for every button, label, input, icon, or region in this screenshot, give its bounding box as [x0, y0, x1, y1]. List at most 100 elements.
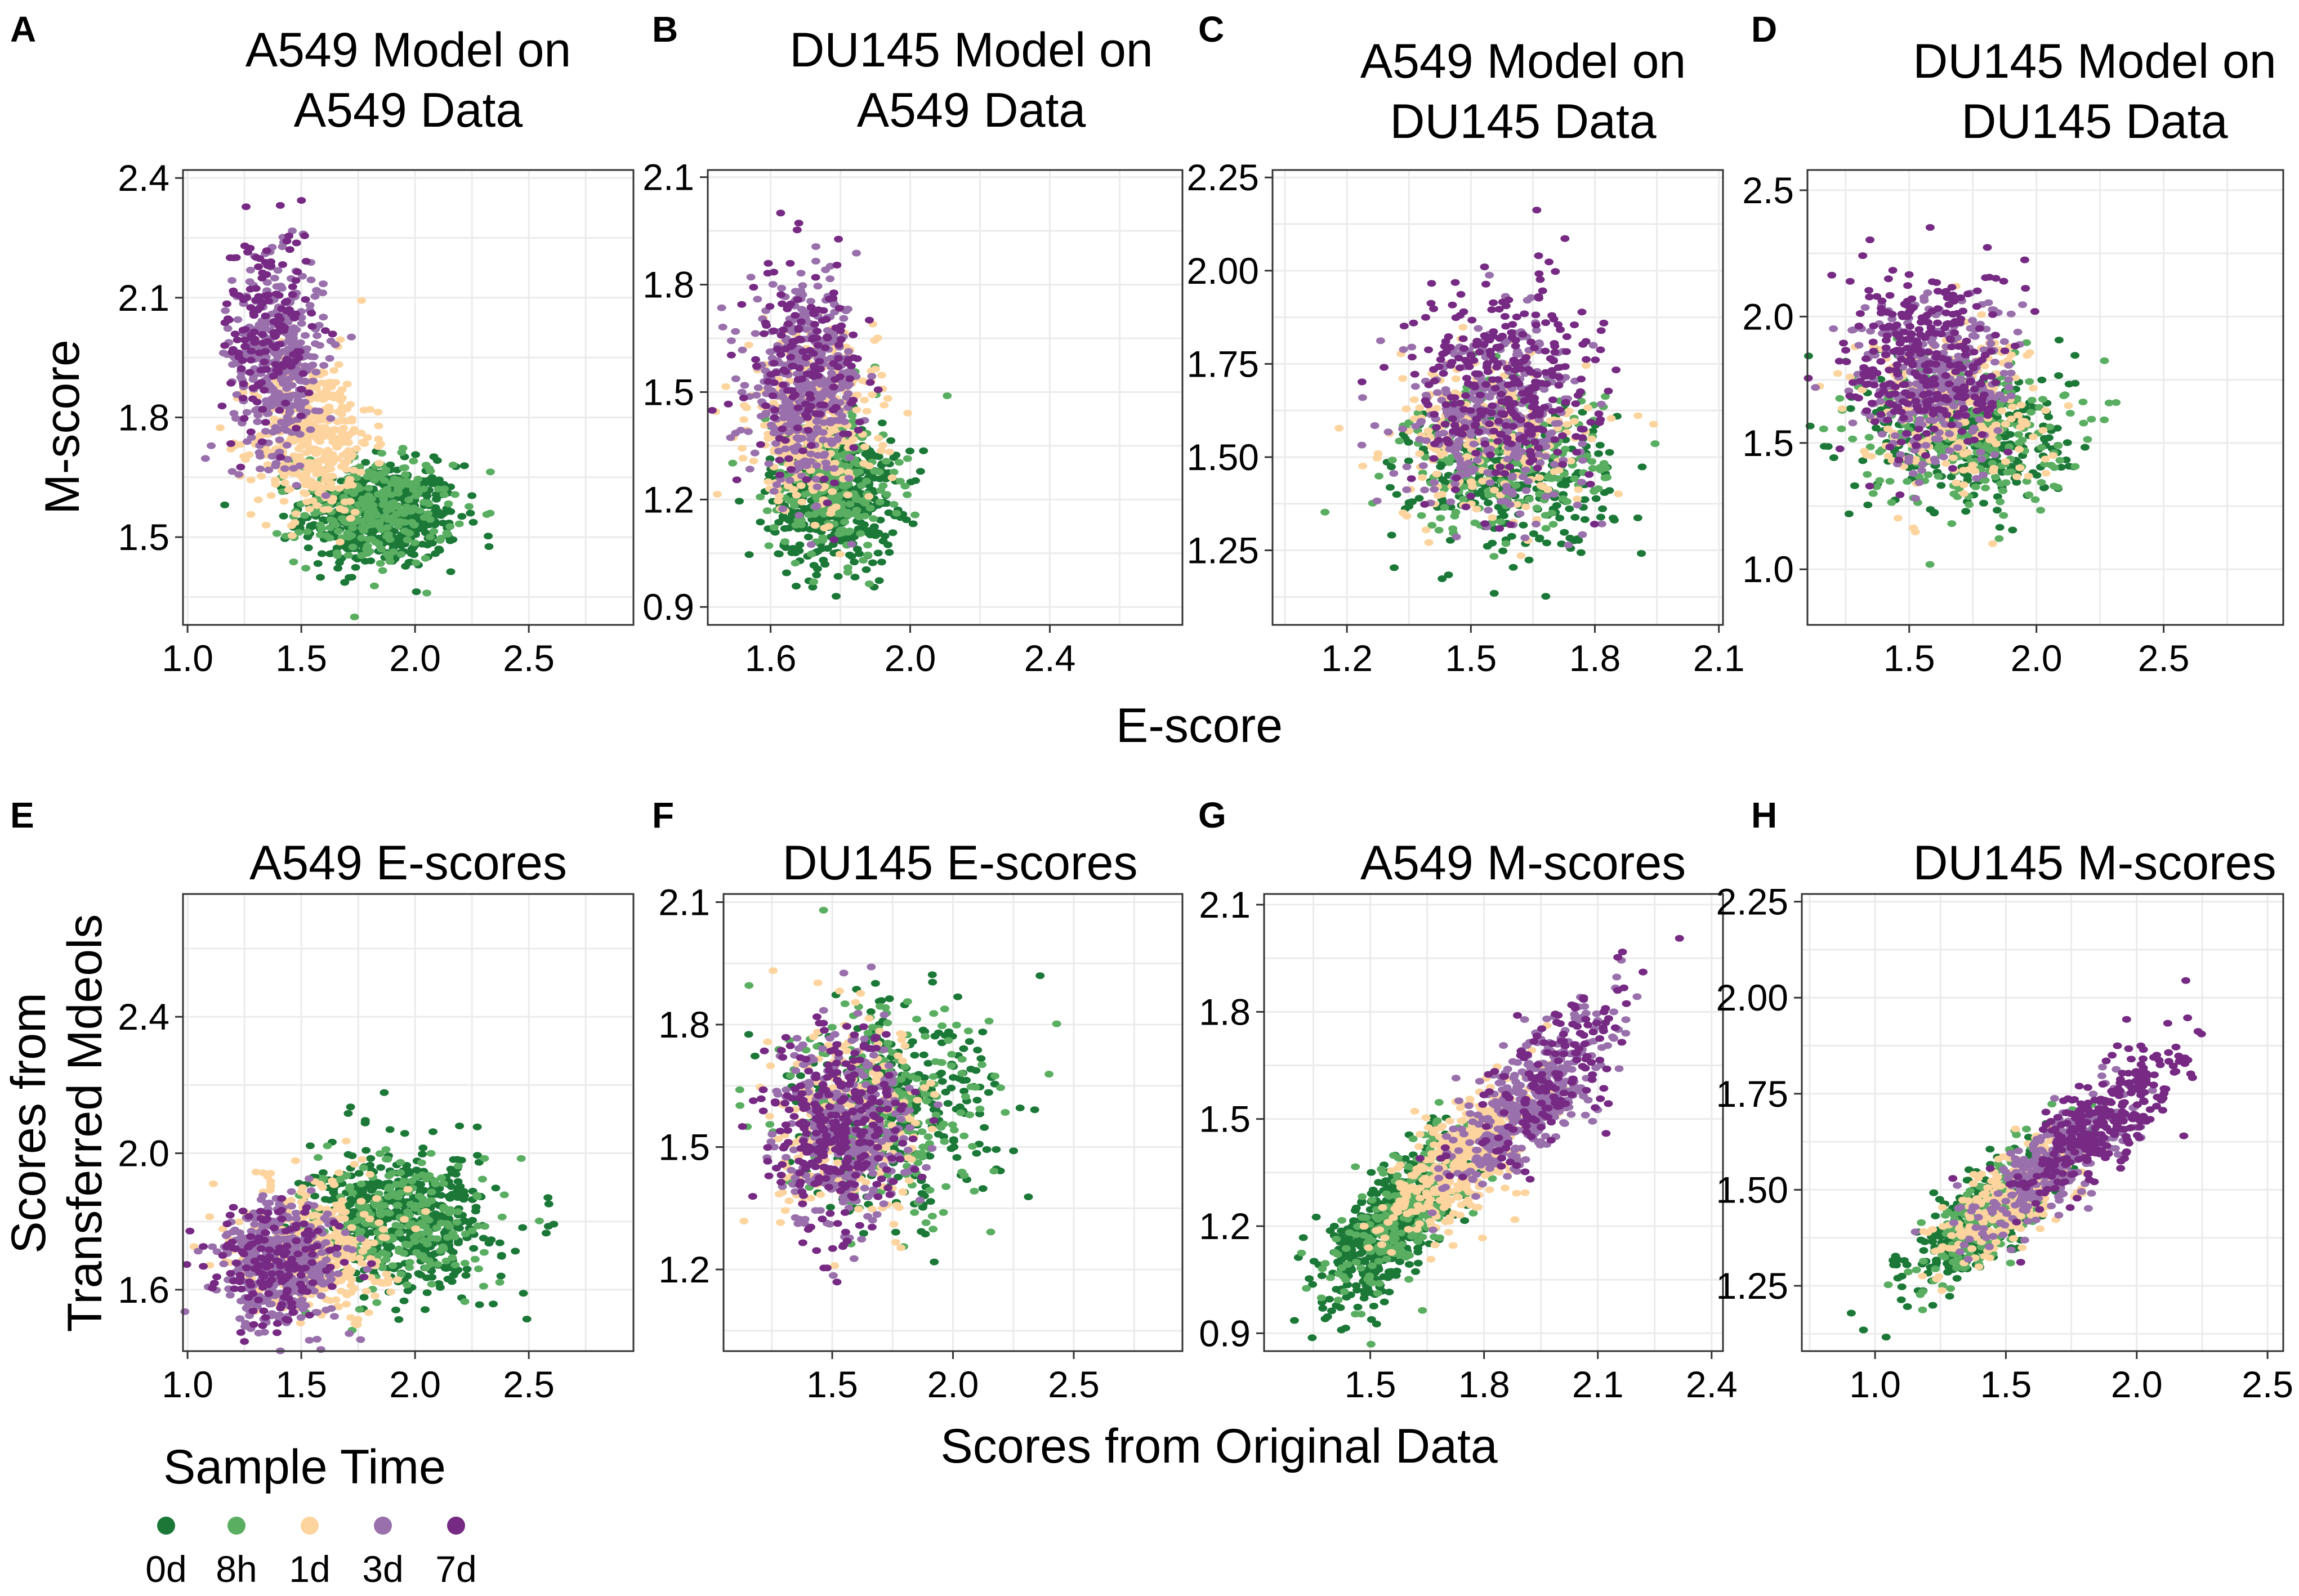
scatter-point-7d	[240, 242, 249, 249]
scatter-point-7d	[255, 349, 264, 356]
scatter-point-7d	[1586, 419, 1596, 426]
scatter-point-8h	[393, 486, 403, 494]
scatter-point-1d	[1633, 412, 1643, 419]
scatter-point-7d	[226, 379, 236, 387]
scatter-point-1d	[887, 474, 897, 481]
scatter-point-7d	[843, 430, 852, 437]
scatter-point-8h	[834, 530, 844, 538]
scatter-point-1d	[903, 409, 913, 417]
scatter-point-3d	[1443, 409, 1452, 416]
scatter-point-1d	[831, 503, 841, 511]
scatter-point-7d	[1456, 290, 1466, 298]
scatter-point-7d	[1454, 355, 1463, 361]
scatter-point-3d	[267, 401, 276, 409]
scatter-point-8h	[394, 479, 403, 486]
scatter-point-3d	[319, 314, 328, 321]
scatter-point-7d	[832, 261, 842, 269]
scatter-point-7d	[1525, 458, 1535, 466]
scatter-point-8h	[376, 473, 385, 481]
scatter-point-8h	[378, 567, 387, 574]
scatter-point-7d	[1512, 314, 1521, 320]
scatter-point-8h	[894, 459, 904, 466]
scatter-point-3d	[256, 453, 265, 460]
y-tick-label: 1.5	[118, 516, 169, 558]
scatter-point-3d	[1550, 461, 1559, 468]
scatter-point-0d	[883, 541, 892, 548]
scatter-point-7d	[240, 343, 250, 350]
scatter-point-1d	[342, 458, 352, 466]
scatter-point-7d	[1488, 333, 1498, 340]
scatter-point-8h	[465, 503, 474, 510]
x-tick-label: 1.5	[1445, 637, 1497, 679]
scatter-point-3d	[283, 455, 292, 463]
scatter-point-1d	[1649, 421, 1658, 428]
scatter-point-7d	[258, 406, 267, 413]
scatter-point-7d	[1432, 424, 1441, 431]
scatter-point-1d	[337, 463, 346, 470]
scatter-point-1d	[774, 497, 783, 504]
scatter-point-8h	[315, 531, 325, 539]
scatter-point-3d	[1372, 497, 1382, 504]
scatter-point-0d	[484, 543, 494, 550]
scatter-point-7d	[262, 247, 271, 254]
scatter-point-7d	[1488, 402, 1497, 409]
scatter-point-7d	[865, 316, 874, 324]
scatter-point-7d	[798, 447, 807, 454]
scatter-point-0d	[319, 516, 328, 523]
scatter-point-7d	[258, 331, 267, 338]
scatter-point-7d	[1554, 382, 1564, 389]
scatter-point-7d	[1489, 299, 1498, 306]
scatter-point-8h	[1541, 525, 1551, 532]
scatter-point-7d	[1485, 421, 1494, 427]
panels-group: 1.0 1.5 2.0 2.51.51.82.12.4A A549 Model onA5…	[10, 9, 2293, 1405]
scatter-point-7d	[249, 309, 258, 316]
scatter-point-1d	[713, 490, 722, 498]
scatter-point-3d	[1573, 502, 1582, 509]
scatter-point-7d	[1604, 387, 1613, 395]
scatter-point-0d	[434, 546, 444, 553]
scatter-point-7d	[1407, 354, 1417, 361]
scatter-point-7d	[765, 303, 775, 310]
scatter-point-0d	[1488, 539, 1497, 547]
scatter-point-1d	[253, 496, 263, 503]
scatter-point-3d	[718, 324, 727, 330]
scatter-point-8h	[1450, 512, 1459, 520]
scatter-point-7d	[773, 345, 782, 352]
scatter-point-1d	[280, 479, 290, 486]
scatter-point-7d	[1472, 415, 1481, 423]
scatter-point-7d	[1533, 464, 1542, 472]
scatter-point-7d	[1430, 440, 1439, 448]
scatter-point-1d	[1451, 375, 1461, 382]
scatter-point-7d	[1541, 369, 1551, 376]
scatter-point-8h	[367, 515, 376, 522]
scatter-point-1d	[349, 467, 359, 474]
scatter-point-0d	[877, 419, 887, 427]
scatter-point-7d	[236, 463, 245, 471]
scatter-point-7d	[1407, 475, 1416, 482]
scatter-point-7d	[1541, 347, 1550, 355]
scatter-point-1d	[319, 506, 329, 513]
scatter-point-7d	[759, 330, 769, 337]
scatter-point-7d	[1550, 436, 1560, 443]
scatter-point-3d	[1439, 430, 1448, 437]
scatter-point-1d	[885, 448, 894, 455]
scatter-point-0d	[1576, 549, 1586, 556]
scatter-point-8h	[411, 559, 421, 566]
y-tick-label: 2.4	[118, 157, 169, 199]
scatter-point-7d	[707, 406, 717, 414]
scatter-point-8h	[863, 542, 872, 549]
scatter-point-7d	[803, 427, 813, 434]
scatter-point-7d	[1547, 312, 1557, 319]
scatter-point-8h	[400, 464, 410, 471]
scatter-point-3d	[731, 375, 740, 382]
scatter-point-8h	[1602, 473, 1612, 481]
scatter-point-8h	[348, 524, 358, 531]
scatter-point-7d	[1461, 392, 1470, 399]
scatter-point-3d	[1383, 428, 1393, 436]
scatter-point-3d	[207, 442, 216, 449]
scatter-point-7d	[1534, 444, 1543, 451]
scatter-point-7d	[775, 471, 784, 479]
scatter-point-7d	[775, 457, 784, 464]
scatter-point-7d	[1551, 268, 1560, 275]
scatter-point-0d	[459, 462, 469, 470]
